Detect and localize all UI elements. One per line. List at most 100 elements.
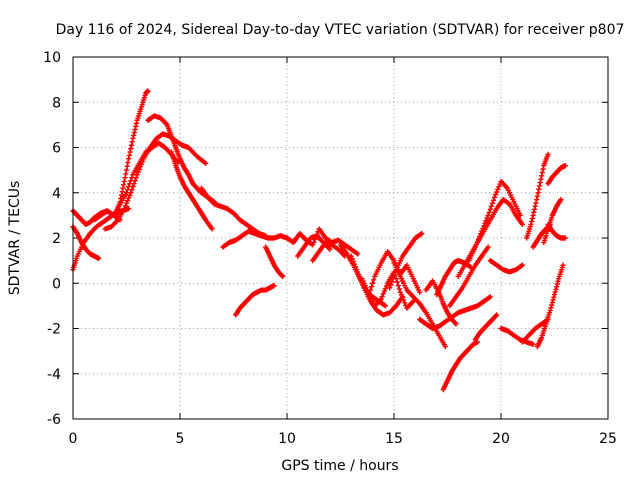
data-point [397,289,404,295]
data-point [136,166,142,172]
data-point [545,151,551,157]
data-point [562,235,568,241]
data-point [487,294,493,300]
data-point [417,289,423,295]
data-point [135,169,141,175]
data-point [132,178,138,184]
data-point [311,239,317,245]
data-point [539,169,545,175]
data-point [535,190,541,196]
data-point [398,292,405,298]
data-point [494,189,500,195]
data-point [529,215,535,221]
data-point [540,166,546,172]
data-point [123,167,130,173]
data-point [310,242,316,248]
data-point [271,282,277,289]
data-point [130,184,136,190]
data-point [383,283,390,289]
data-point [552,289,558,295]
data-point [496,184,502,190]
y-tick-label: -4 [47,367,61,383]
x-tick-label: 10 [278,431,296,447]
chart-title: Day 116 of 2024, Sidereal Day-to-day VTE… [56,22,625,38]
series-arc6 [102,131,209,232]
data-point [396,286,402,292]
data-point [394,279,400,285]
data-point [532,203,538,209]
data-point [519,262,525,268]
data-point [528,221,534,228]
data-point [474,239,481,245]
y-tick-label: -6 [47,412,61,428]
data-point [351,261,358,267]
data-point [555,278,561,284]
data-point [560,262,566,268]
data-point [133,120,140,126]
data-point [484,215,490,221]
y-tick-label: 2 [52,231,61,247]
data-point [133,175,139,181]
data-point [121,205,127,212]
x-tick-label: 15 [385,431,403,447]
series-arc36 [541,196,564,246]
data-point [122,203,129,209]
data-point [550,297,556,303]
data-point [123,171,129,177]
data-point [368,284,375,290]
data-point [537,179,543,186]
series-arc11 [233,282,277,318]
data-point [479,228,485,234]
data-point [123,200,130,206]
data-point [370,280,376,286]
data-point [145,88,151,94]
data-point [125,159,131,166]
data-point [130,135,136,142]
data-point [128,146,134,152]
data-point [531,209,537,215]
data-layer [70,88,568,393]
data-point [536,186,542,192]
data-point [475,236,482,242]
data-point [519,221,525,228]
data-point [549,302,555,308]
data-point [553,286,559,292]
data-point [493,192,499,198]
data-point [209,226,215,232]
data-point [128,190,134,196]
data-point [121,182,127,188]
y-tick-label: 10 [43,50,61,66]
data-point [119,189,125,195]
series-arc20 [387,230,425,291]
data-point [478,231,484,237]
data-point [481,223,487,229]
data-point [279,273,285,279]
data-point [132,126,138,132]
data-point [137,164,144,170]
data-point [389,279,395,285]
series-arc26 [447,244,491,309]
data-point [391,273,397,279]
data-point [131,132,137,139]
data-point [554,284,560,290]
data-point [399,294,406,301]
data-point [491,194,498,200]
data-point [381,288,387,294]
y-tick-label: 4 [52,186,61,202]
data-point [349,256,355,262]
series-arc5 [113,88,151,218]
data-point [122,175,128,181]
series-arc23 [423,278,459,327]
data-point [489,200,496,206]
data-point [551,294,557,300]
data-point [480,225,486,232]
data-point [134,172,140,178]
data-point [473,241,479,248]
data-point [392,270,398,276]
data-point [534,196,540,203]
data-point [530,341,536,347]
data-point [486,209,492,215]
y-tick-label: 0 [52,276,61,292]
data-point [118,192,125,198]
data-point [117,199,123,205]
